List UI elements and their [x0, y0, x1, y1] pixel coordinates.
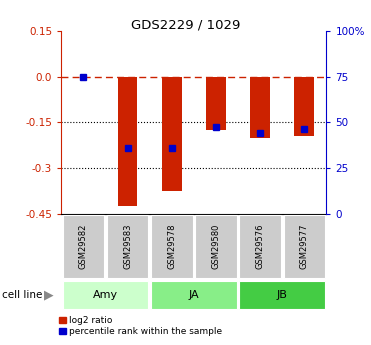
FancyBboxPatch shape — [107, 215, 148, 278]
Text: GSM29582: GSM29582 — [79, 224, 88, 269]
Text: JB: JB — [277, 290, 288, 300]
Text: Amy: Amy — [93, 290, 118, 300]
Text: JA: JA — [188, 290, 199, 300]
Text: GSM29583: GSM29583 — [123, 224, 132, 269]
Bar — [162, 77, 182, 191]
Text: GDS2229 / 1029: GDS2229 / 1029 — [131, 19, 240, 32]
FancyBboxPatch shape — [283, 215, 325, 278]
FancyBboxPatch shape — [63, 215, 104, 278]
FancyBboxPatch shape — [151, 215, 193, 278]
Bar — [118, 77, 138, 206]
Text: cell line: cell line — [2, 290, 42, 300]
FancyBboxPatch shape — [195, 215, 237, 278]
Text: GSM29577: GSM29577 — [300, 224, 309, 269]
Bar — [295, 77, 314, 136]
Text: GSM29578: GSM29578 — [167, 224, 176, 269]
FancyBboxPatch shape — [239, 281, 325, 309]
Text: ▶: ▶ — [44, 288, 54, 302]
Bar — [206, 77, 226, 130]
Legend: log2 ratio, percentile rank within the sample: log2 ratio, percentile rank within the s… — [58, 315, 223, 337]
Text: GSM29576: GSM29576 — [256, 224, 265, 269]
Text: GSM29580: GSM29580 — [211, 224, 220, 269]
FancyBboxPatch shape — [239, 215, 281, 278]
FancyBboxPatch shape — [63, 281, 148, 309]
FancyBboxPatch shape — [151, 281, 237, 309]
Bar — [250, 77, 270, 138]
